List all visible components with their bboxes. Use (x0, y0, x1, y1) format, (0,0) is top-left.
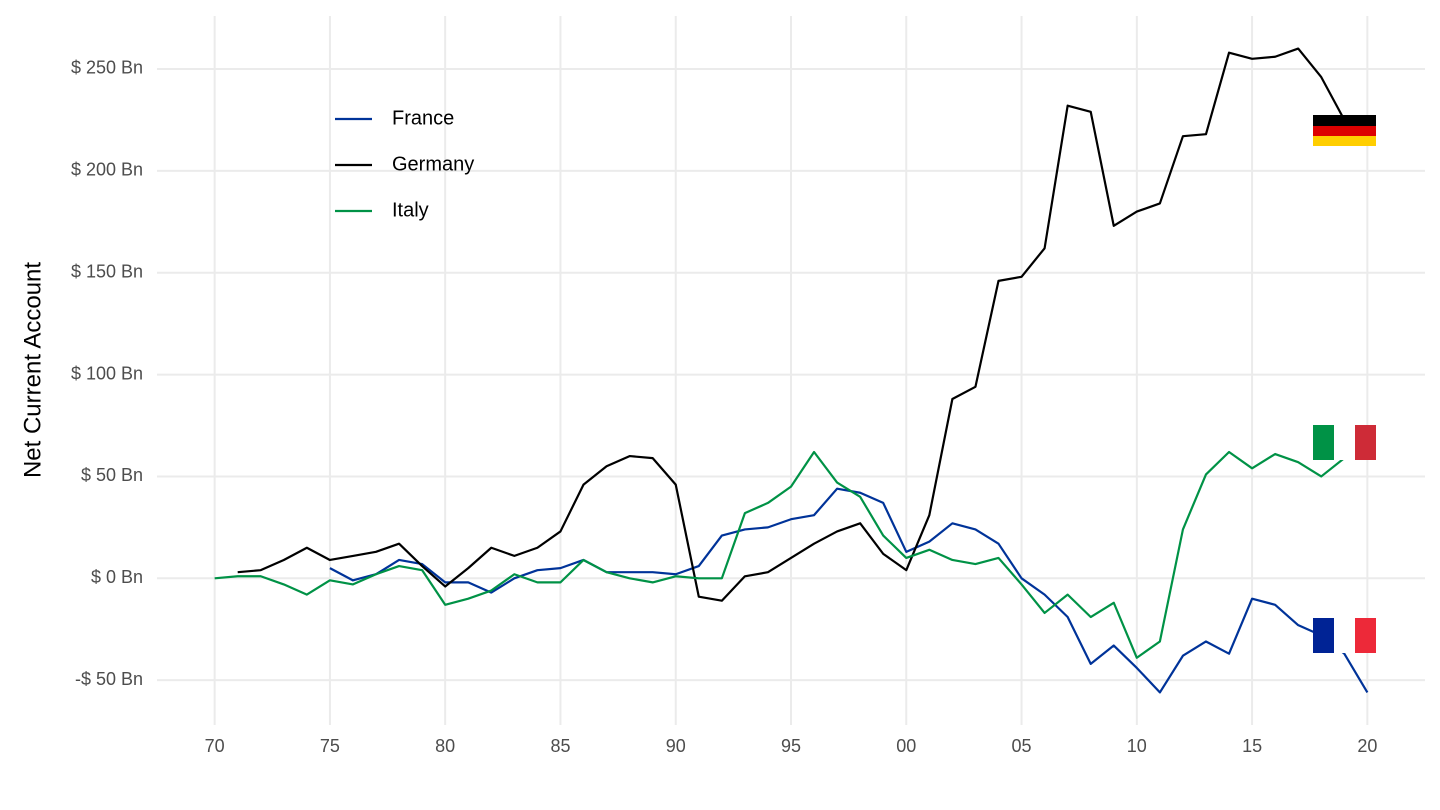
y-tick-label: $ 50 Bn (81, 465, 143, 485)
flag-france (1313, 618, 1376, 653)
series-line (237, 47, 1346, 602)
legend-label: France (392, 107, 454, 129)
x-tick-label: 20 (1357, 736, 1377, 756)
x-tick-label: 75 (320, 736, 340, 756)
flag-italy (1313, 425, 1376, 460)
x-tick-label: 10 (1127, 736, 1147, 756)
x-tick-label: 85 (550, 736, 570, 756)
x-tick-label: 15 (1242, 736, 1262, 756)
legend: France Germany Italy (335, 107, 474, 221)
x-tick-label: 80 (435, 736, 455, 756)
series-line (214, 450, 1345, 659)
y-axis-title: Net Current Account (19, 262, 46, 478)
legend-label: Italy (392, 199, 429, 221)
flag-germany (1313, 115, 1376, 146)
legend-label: Germany (392, 153, 474, 175)
grid (157, 16, 1425, 725)
y-tick-label: $ 100 Bn (71, 363, 143, 383)
series-line (329, 487, 1369, 694)
y-tick-label: $ 150 Bn (71, 261, 143, 281)
y-tick-label: $ 0 Bn (91, 567, 143, 587)
x-tick-label: 00 (896, 736, 916, 756)
x-tick-label: 90 (666, 736, 686, 756)
flags (1313, 115, 1376, 653)
lines (214, 47, 1369, 694)
y-tick-label: $ 200 Bn (71, 160, 143, 180)
y-tick-label: $ 250 Bn (71, 58, 143, 78)
x-tick-label: 05 (1012, 736, 1032, 756)
x-tick-label: 70 (205, 736, 225, 756)
x-tick-label: 95 (781, 736, 801, 756)
y-tick-label: -$ 50 Bn (75, 669, 143, 689)
